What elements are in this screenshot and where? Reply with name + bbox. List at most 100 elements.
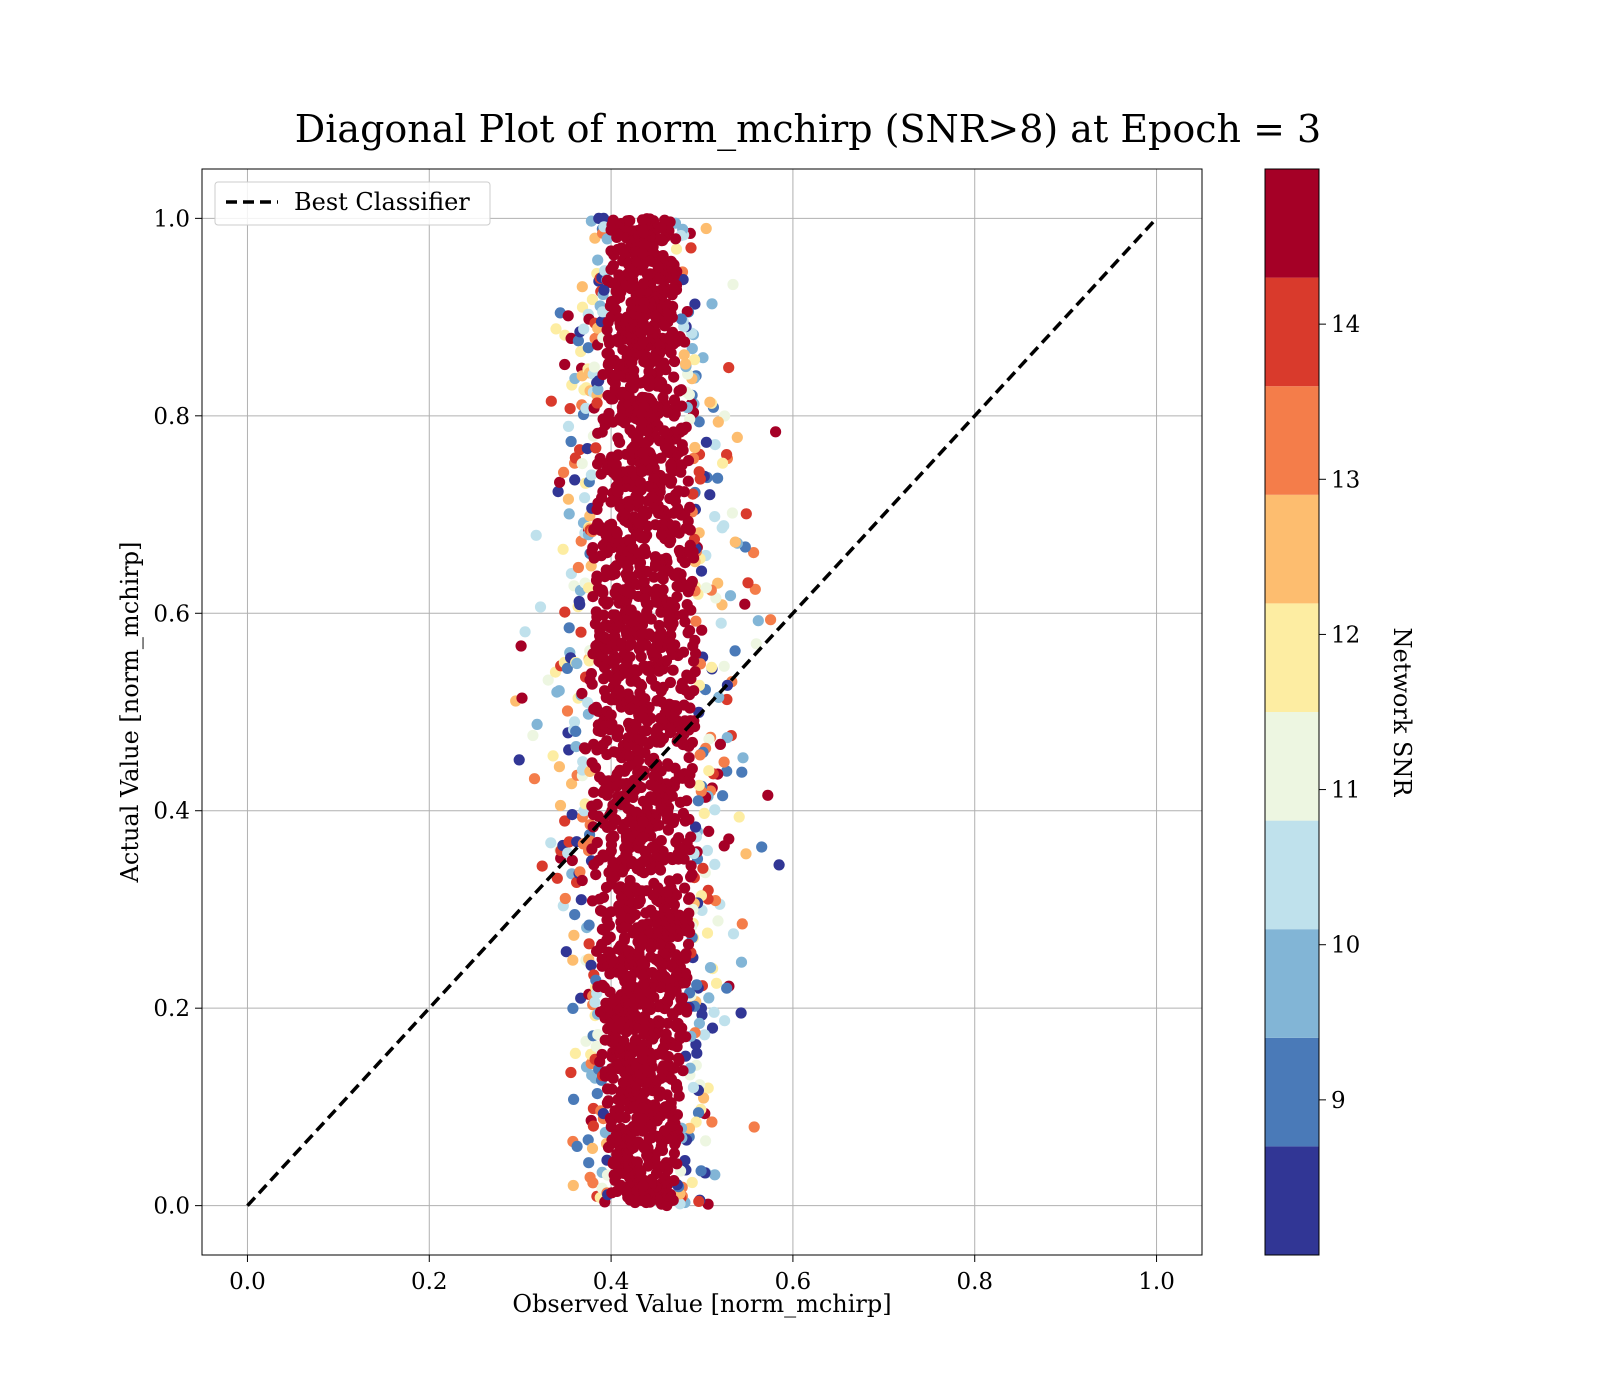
scatter-point — [706, 661, 718, 673]
scatter-point — [639, 997, 651, 1009]
scatter-point — [528, 773, 541, 785]
scatter-point — [679, 882, 691, 894]
scatter-point — [637, 919, 649, 931]
scatter-point — [561, 705, 574, 717]
colorbar-band — [1265, 277, 1319, 387]
scatter-point — [690, 1039, 702, 1051]
scatter-point — [606, 1083, 618, 1095]
scatter-point — [592, 254, 604, 266]
scatter-point — [712, 472, 724, 484]
scatter-point — [636, 957, 648, 969]
colorbar-tick-label: 9 — [1331, 1088, 1346, 1114]
scatter-point — [601, 233, 613, 245]
scatter-point — [706, 1022, 719, 1034]
colorbar: 9 10 11 12 13 14 Network SNR — [1264, 168, 1416, 1256]
scatter-point — [662, 758, 674, 770]
scatter-point — [748, 547, 760, 559]
scatter-point — [683, 893, 695, 905]
scatter-point — [645, 779, 657, 791]
colorbar-band — [1265, 1146, 1319, 1255]
scatter-point — [597, 587, 609, 599]
scatter-point — [740, 508, 752, 520]
scatter-point — [639, 845, 651, 857]
scatter-point — [636, 885, 648, 897]
scatter-point — [748, 1121, 760, 1133]
scatter-point — [700, 436, 713, 448]
scatter-point — [580, 402, 592, 414]
scatter-point — [668, 394, 681, 406]
scatter-point — [709, 858, 721, 871]
scatter-point — [706, 298, 718, 310]
scatter-point — [651, 695, 663, 707]
scatter-point — [637, 978, 650, 990]
scatter-point — [656, 1064, 668, 1076]
scatter-point — [687, 1081, 700, 1094]
scatter-point — [685, 860, 697, 872]
scatter-point — [636, 304, 649, 316]
legend: Best Classifier — [214, 181, 491, 226]
scatter-point — [673, 385, 685, 397]
scatter-point — [602, 596, 615, 608]
scatter-point — [640, 907, 652, 919]
scatter-point — [559, 358, 571, 371]
scatter-point — [637, 1125, 649, 1137]
scatter-point — [575, 894, 587, 906]
colorbar-band — [1265, 929, 1319, 1038]
scatter-point — [687, 488, 699, 500]
scatter-point — [773, 859, 785, 871]
y-tick-label: 0.0 — [153, 1194, 190, 1220]
scatter-point — [742, 577, 754, 589]
scatter-point — [570, 725, 582, 738]
scatter-point — [558, 466, 570, 478]
scatter-point — [636, 969, 649, 981]
scatter-point — [559, 815, 571, 827]
scatter-point — [598, 212, 610, 224]
x-tick-label: 0.8 — [956, 1269, 993, 1295]
scatter-point — [668, 355, 681, 368]
legend-box — [214, 181, 491, 226]
scatter-point — [635, 327, 647, 339]
scatter-point — [689, 821, 702, 833]
scatter-point — [713, 691, 725, 704]
scatter-point — [585, 469, 598, 481]
scatter-point — [554, 476, 566, 488]
scatter-point — [562, 310, 574, 322]
scatter-point — [582, 342, 594, 354]
scatter-point — [628, 364, 640, 377]
colorbar-bands — [1265, 169, 1319, 1255]
scatter-point — [650, 726, 662, 738]
scatter-point — [701, 844, 714, 857]
scatter-point — [568, 1093, 580, 1105]
scatter-point — [611, 527, 623, 539]
scatter-point — [694, 749, 706, 761]
scatter-point — [695, 565, 708, 577]
scatter-point — [559, 606, 571, 618]
scatter-point — [585, 959, 597, 971]
scatter-point — [610, 459, 622, 471]
scatter-point — [704, 396, 716, 408]
scatter-point — [591, 798, 603, 811]
scatter-point — [545, 395, 557, 407]
scatter-point — [688, 354, 701, 366]
ticks-layer: 0.0 0.2 0.4 0.6 0.8 1.0 0.0 0.2 0.4 0.6 0.8 1.0 — [153, 206, 1174, 1295]
scatter-point — [636, 247, 648, 259]
scatter-point — [587, 821, 599, 833]
scatter-point — [607, 260, 620, 272]
scatter-point — [566, 778, 578, 790]
scatter-point — [726, 507, 739, 519]
scatter-point — [637, 227, 649, 239]
scatter-point — [576, 281, 588, 293]
scatter-point — [677, 807, 690, 820]
scatter-point — [598, 284, 610, 296]
scatter-point — [597, 306, 609, 318]
colorbar-band — [1265, 494, 1319, 604]
scatter-point — [736, 766, 748, 778]
scatter-point — [603, 919, 616, 931]
scatter-point — [619, 931, 631, 944]
scatter-point — [579, 492, 591, 504]
scatter-point — [567, 954, 579, 966]
colorbar-band — [1265, 1037, 1319, 1147]
scatter-point — [721, 765, 733, 777]
scatter-point — [665, 459, 677, 471]
scatter-point — [693, 466, 705, 478]
